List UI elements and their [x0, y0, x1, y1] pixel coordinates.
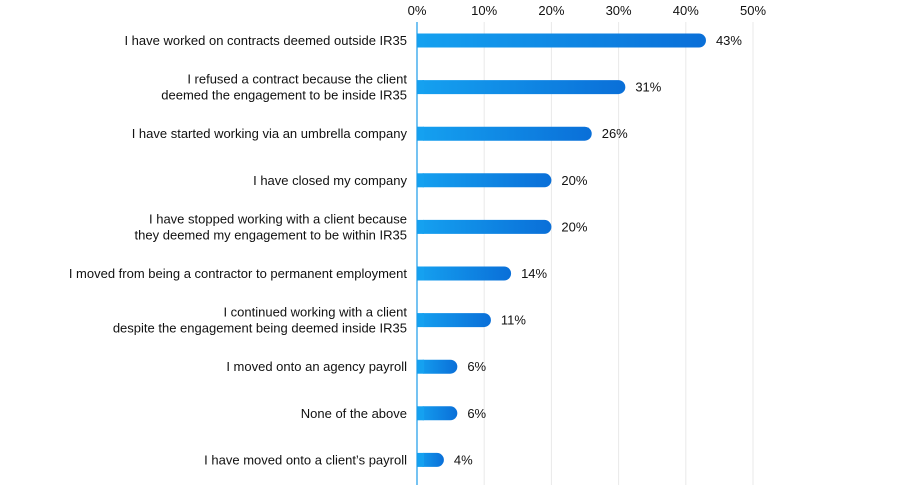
- category-label-line: they deemed my engagement to be within I…: [135, 227, 407, 242]
- value-label-2: 31%: [635, 80, 661, 95]
- category-label-5: I have stopped working with a client bec…: [135, 211, 407, 242]
- category-label-line: I moved onto an agency payroll: [226, 359, 407, 374]
- category-label-line: I moved from being a contractor to perma…: [69, 266, 408, 281]
- bar-3-base: [417, 126, 424, 141]
- category-label-10: I have moved onto a client’s payroll: [204, 452, 407, 467]
- value-label-8: 6%: [467, 359, 486, 374]
- x-tick-label: 0%: [408, 3, 427, 18]
- bar-1: [417, 33, 706, 48]
- category-label-line: I have started working via an umbrella c…: [132, 126, 408, 141]
- x-axis-ticks: 0% 10% 20% 30% 40% 50%: [408, 3, 767, 18]
- bars: [417, 33, 706, 467]
- category-label-line: I have moved onto a client’s payroll: [204, 452, 407, 467]
- bar-7: [417, 313, 491, 328]
- bar-6: [417, 266, 512, 281]
- category-label-2: I refused a contract because the client d…: [161, 72, 407, 103]
- value-labels: 43% 31% 26% 20% 20% 14% 11% 6% 6% 4%: [454, 33, 743, 467]
- category-label-line: I have worked on contracts deemed outsid…: [124, 33, 407, 48]
- category-label-4: I have closed my company: [253, 173, 407, 188]
- bar-6-base: [417, 266, 424, 281]
- category-label-line: I continued working with a client: [223, 305, 407, 320]
- value-label-10: 4%: [454, 452, 473, 467]
- bar-4-base: [417, 173, 424, 188]
- category-label-9: None of the above: [301, 406, 407, 421]
- x-tick-label: 50%: [740, 3, 766, 18]
- bar-10-base: [417, 452, 424, 467]
- grid-layer: [483, 22, 754, 485]
- value-label-5: 20%: [561, 219, 587, 234]
- bar-4: [417, 173, 552, 188]
- x-tick-label: 40%: [673, 3, 699, 18]
- category-labels: I have worked on contracts deemed outsid…: [69, 33, 408, 467]
- category-label-1: I have worked on contracts deemed outsid…: [124, 33, 407, 48]
- category-label-line: despite the engagement being deemed insi…: [113, 321, 407, 336]
- value-label-9: 6%: [467, 406, 486, 421]
- category-label-line: I refused a contract because the client: [187, 72, 407, 87]
- category-label-7: I continued working with a client despite…: [113, 305, 408, 336]
- bar-8: [417, 359, 458, 374]
- category-label-line: None of the above: [301, 406, 407, 421]
- bar-8-base: [417, 359, 424, 374]
- bar-5-base: [417, 219, 424, 234]
- x-tick-label: 10%: [471, 3, 497, 18]
- bar-3: [417, 126, 592, 141]
- value-label-3: 26%: [602, 126, 628, 141]
- value-label-1: 43%: [716, 33, 742, 48]
- category-label-line: I have stopped working with a client bec…: [149, 211, 407, 226]
- bar-9: [417, 406, 458, 421]
- x-tick-label: 20%: [538, 3, 564, 18]
- value-label-6: 14%: [521, 266, 547, 281]
- bar-9-base: [417, 406, 424, 421]
- value-label-7: 11%: [501, 313, 526, 328]
- category-label-6: I moved from being a contractor to perma…: [69, 266, 408, 281]
- bar-2: [417, 80, 626, 95]
- bar-2-base: [417, 80, 424, 95]
- bar-7-base: [417, 313, 424, 328]
- bar-5: [417, 219, 552, 234]
- bar-1-base: [417, 33, 424, 48]
- category-label-8: I moved onto an agency payroll: [226, 359, 407, 374]
- category-label-line: I have closed my company: [253, 173, 407, 188]
- x-tick-label: 30%: [606, 3, 632, 18]
- category-label-line: deemed the engagement to be inside IR35: [161, 88, 407, 103]
- value-label-4: 20%: [561, 173, 587, 188]
- category-label-3: I have started working via an umbrella c…: [132, 126, 408, 141]
